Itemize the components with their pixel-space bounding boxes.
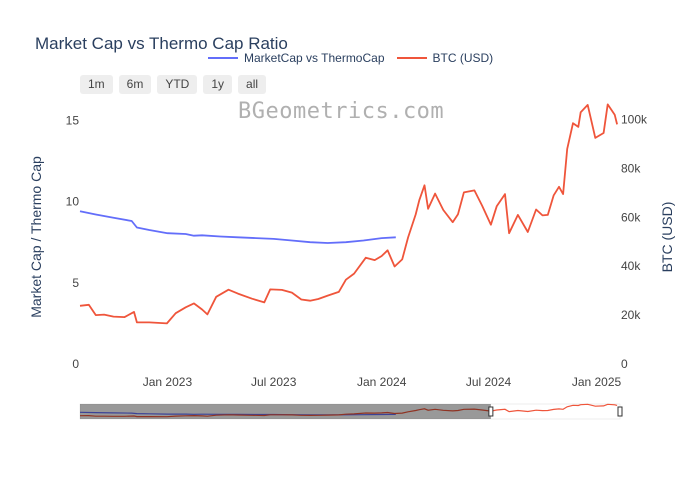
slider-mask-left xyxy=(80,404,491,419)
y2-axis-title: BTC (USD) xyxy=(659,202,675,273)
x-tick-label-0: Jan 2023 xyxy=(143,375,193,389)
range-selector: 1m 6m YTD 1y all xyxy=(80,75,267,94)
range-slider[interactable] xyxy=(79,403,623,420)
slider-series-btc xyxy=(79,403,618,418)
x-tick-label-1: Jul 2023 xyxy=(251,375,297,389)
slider-handle-left xyxy=(488,406,494,417)
y2-tick-label-3: 60k xyxy=(621,210,641,224)
y-tick-label-0: 0 xyxy=(72,357,79,371)
x-tick-label-2: Jan 2024 xyxy=(357,375,407,389)
y2-tick-label-5: 100k xyxy=(621,113,648,127)
y-axis-title: Market Cap / Thermo Cap xyxy=(28,156,44,318)
y2-tick-label-1: 20k xyxy=(621,308,641,322)
y-tick-label-1: 5 xyxy=(72,276,79,290)
range-button-1y[interactable]: 1y xyxy=(203,75,233,94)
legend-label-btc: BTC (USD) xyxy=(432,51,494,65)
y2-tick-label-4: 80k xyxy=(621,161,641,175)
legend-swatch-ratio xyxy=(208,57,238,59)
y2-tick-label-0: 0 xyxy=(621,357,628,371)
y-tick-label-3: 15 xyxy=(66,113,80,127)
range-button-ytd[interactable]: YTD xyxy=(157,75,198,94)
legend-label-ratio: MarketCap vs ThermoCap xyxy=(244,51,385,65)
range-button-1m[interactable]: 1m xyxy=(80,75,113,94)
axes: 0 5 10 15 0 20k 40k 60k 80k 100k Jan 2023 Jul 2023 J… xyxy=(28,113,675,389)
chart-title: Market Cap vs Thermo Cap Ratio xyxy=(35,34,288,53)
legend-item-btc[interactable]: BTC (USD) xyxy=(396,51,494,65)
y-tick-label-2: 10 xyxy=(66,195,80,209)
legend-item-ratio[interactable]: MarketCap vs ThermoCap xyxy=(208,51,385,65)
x-tick-label-3: Jul 2024 xyxy=(466,375,512,389)
y2-tick-label-2: 40k xyxy=(621,259,641,273)
legend-swatch-btc xyxy=(396,57,427,59)
watermark: BGeometrics.com xyxy=(238,99,445,124)
series-line-ratio xyxy=(79,210,396,244)
range-button-6m[interactable]: 6m xyxy=(118,75,152,94)
range-button-all[interactable]: all xyxy=(238,75,267,94)
plot-area[interactable] xyxy=(79,103,618,325)
series-line-btc xyxy=(79,103,618,325)
legend: MarketCap vs ThermoCap BTC (USD) xyxy=(208,51,493,65)
x-tick-label-4: Jan 2025 xyxy=(572,375,622,389)
slider-handle-right xyxy=(617,406,623,417)
